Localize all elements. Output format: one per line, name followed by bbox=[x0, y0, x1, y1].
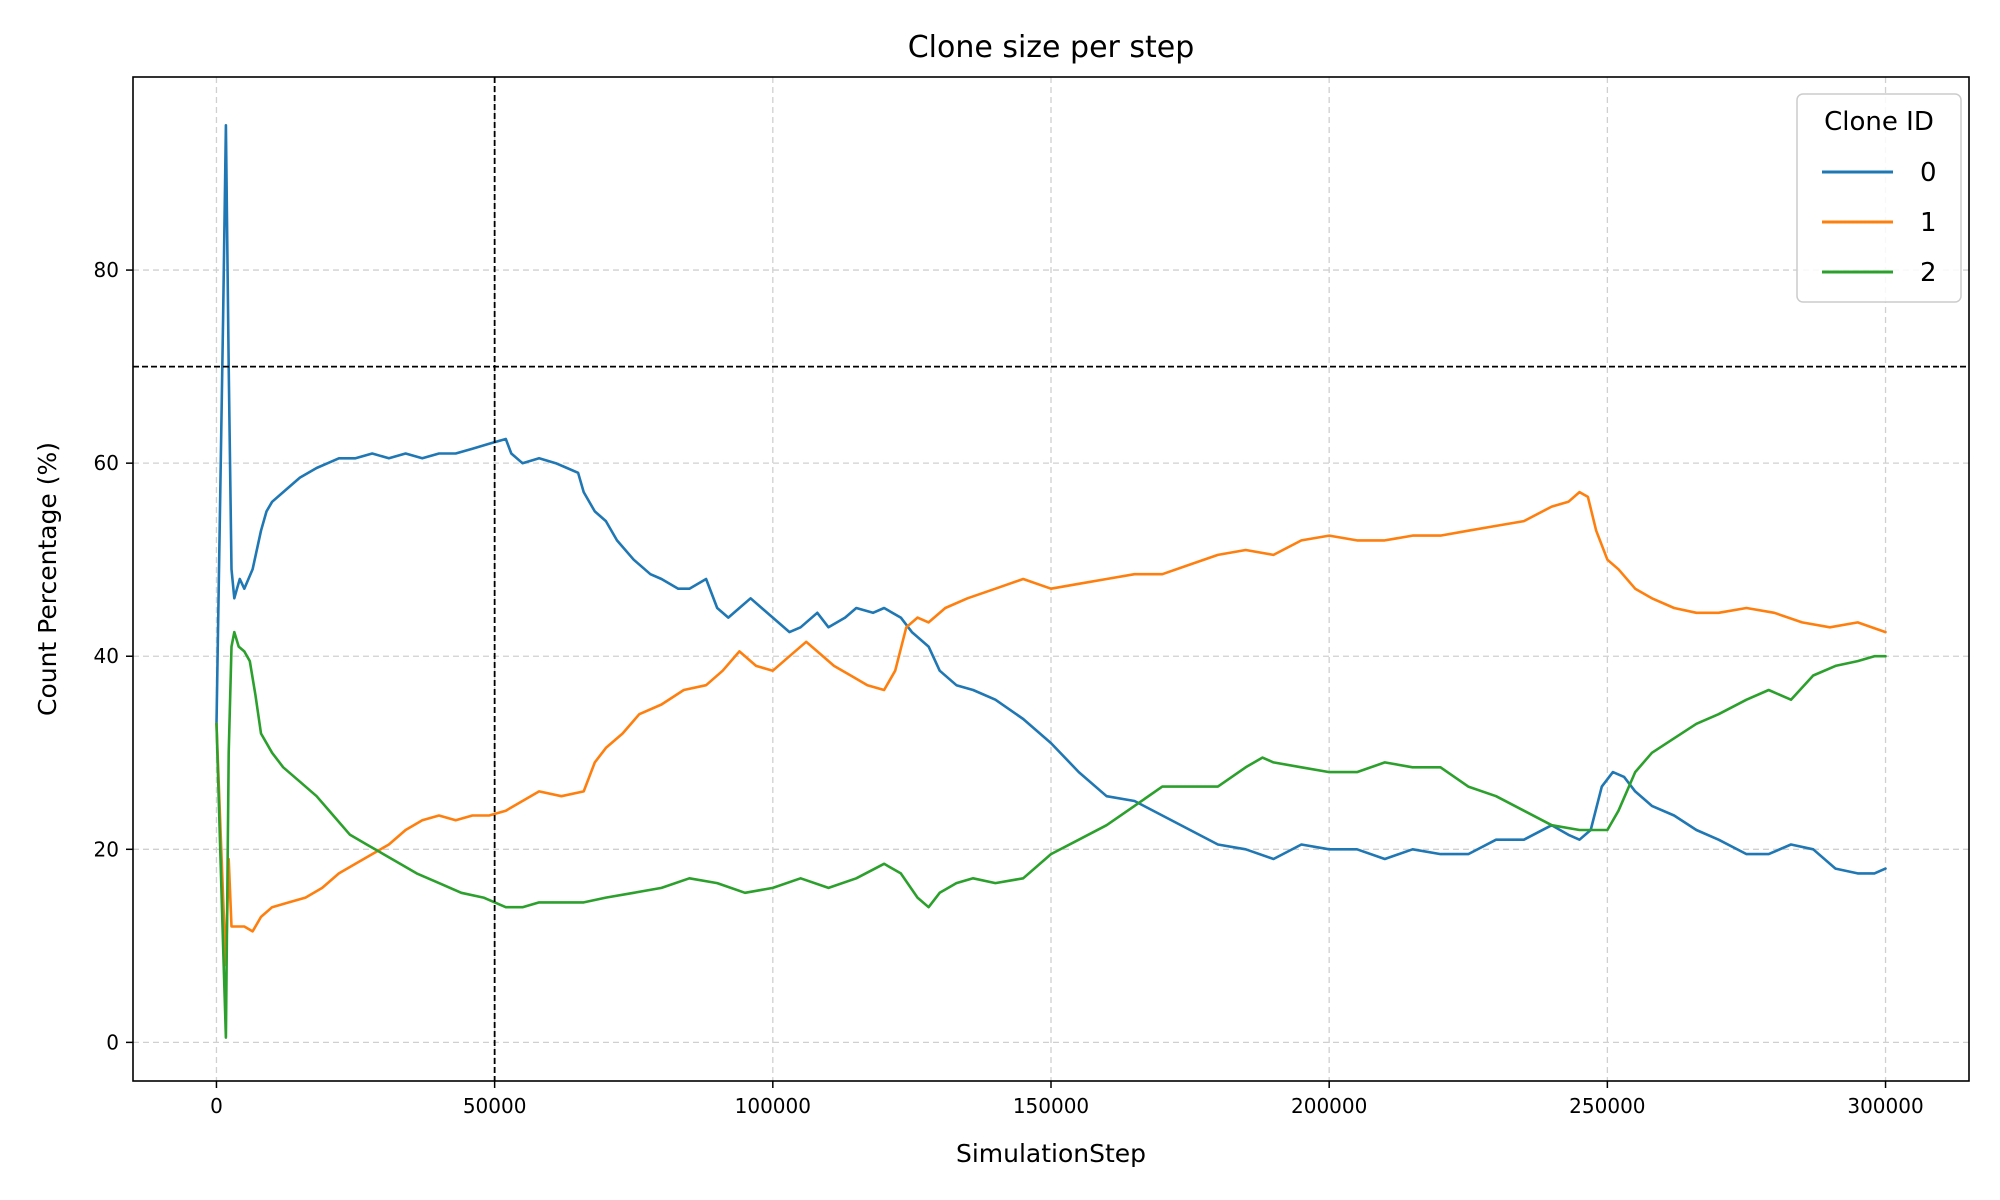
x-axis-label: SimulationStep bbox=[956, 1139, 1146, 1168]
x-tick-label: 250000 bbox=[1569, 1094, 1645, 1118]
series-line-1 bbox=[215, 490, 1887, 967]
y-tick-label: 40 bbox=[94, 644, 119, 668]
grid-layer bbox=[133, 77, 1969, 1081]
legend-label-1: 1 bbox=[1920, 208, 1937, 238]
y-tick-label: 60 bbox=[94, 451, 119, 475]
legend-label-2: 2 bbox=[1920, 258, 1937, 288]
y-tick-label: 80 bbox=[94, 258, 119, 282]
reference-lines bbox=[133, 77, 1969, 1081]
x-tick-label: 200000 bbox=[1291, 1094, 1367, 1118]
legend-label-0: 0 bbox=[1920, 158, 1937, 188]
series-layer bbox=[215, 124, 1887, 1039]
series-line-2 bbox=[215, 630, 1887, 1039]
y-tick-label: 20 bbox=[94, 837, 119, 861]
legend: Clone ID 0 1 2 bbox=[1796, 93, 1962, 303]
x-tick-label: 50000 bbox=[463, 1094, 527, 1118]
x-tick-label: 300000 bbox=[1847, 1094, 1923, 1118]
series-line-0 bbox=[215, 124, 1887, 875]
chart-title: Clone size per step bbox=[908, 30, 1195, 65]
legend-items: 0 1 2 bbox=[1822, 158, 1937, 288]
x-tick-label: 100000 bbox=[735, 1094, 811, 1118]
x-tick-label: 0 bbox=[210, 1094, 223, 1118]
x-tick-label: 150000 bbox=[1013, 1094, 1089, 1118]
y-axis-label: Count Percentage (%) bbox=[33, 442, 62, 716]
y-tick-label: 0 bbox=[106, 1030, 119, 1054]
legend-box bbox=[1796, 93, 1962, 303]
legend-title: Clone ID bbox=[1824, 107, 1934, 137]
tick-layer: 0 50000 100000 150000 200000 250000 300000 0 20 4… bbox=[94, 258, 1924, 1118]
